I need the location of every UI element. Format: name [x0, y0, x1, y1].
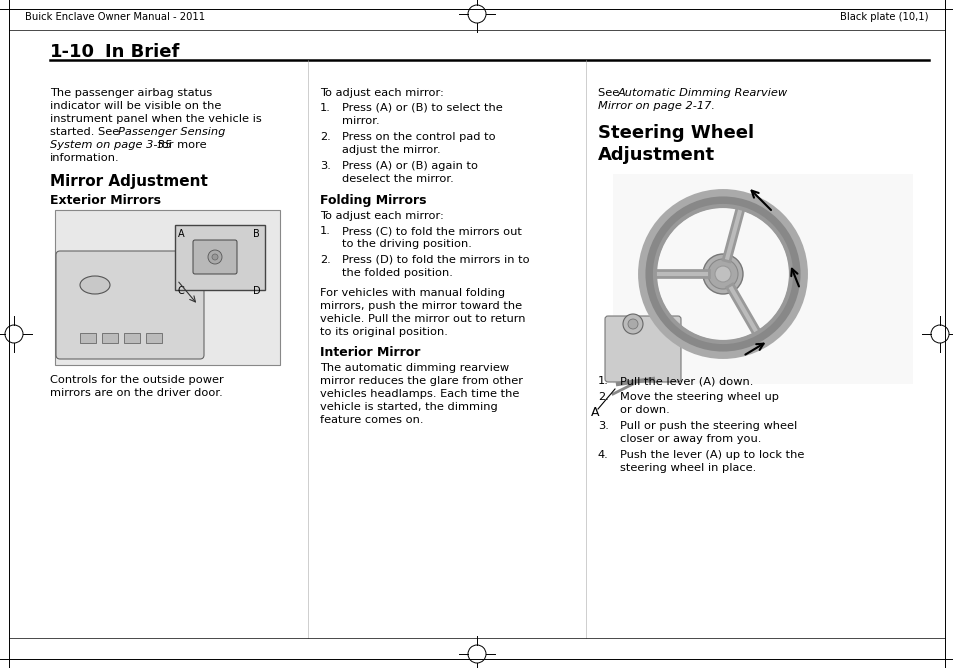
Text: The automatic dimming rearview: The automatic dimming rearview: [319, 363, 509, 373]
Circle shape: [714, 266, 730, 282]
Text: Press (D) to fold the mirrors in to: Press (D) to fold the mirrors in to: [341, 255, 529, 265]
Text: Exterior Mirrors: Exterior Mirrors: [50, 194, 161, 207]
Text: Black plate (10,1): Black plate (10,1): [840, 12, 928, 22]
Text: B: B: [253, 229, 259, 239]
Text: mirror reduces the glare from other: mirror reduces the glare from other: [319, 376, 522, 386]
Text: started. See: started. See: [50, 127, 123, 137]
Bar: [55, 210, 280, 365]
FancyBboxPatch shape: [604, 316, 680, 382]
Text: for more: for more: [153, 140, 207, 150]
Text: Buick Enclave Owner Manual - 2011: Buick Enclave Owner Manual - 2011: [25, 12, 205, 22]
Text: D: D: [253, 286, 260, 296]
Text: Pull the lever (A) down.: Pull the lever (A) down.: [619, 376, 753, 386]
Circle shape: [707, 259, 738, 289]
Circle shape: [212, 254, 218, 260]
Bar: [146, 333, 162, 343]
Text: A: A: [178, 229, 185, 239]
Text: Press (A) or (B) again to: Press (A) or (B) again to: [341, 161, 477, 171]
Text: or down.: or down.: [619, 405, 669, 415]
Text: mirrors are on the driver door.: mirrors are on the driver door.: [50, 388, 222, 398]
Bar: [613, 174, 912, 384]
Text: vehicles headlamps. Each time the: vehicles headlamps. Each time the: [319, 389, 518, 399]
Text: See: See: [598, 88, 622, 98]
Text: 1.: 1.: [319, 226, 331, 236]
Text: Steering Wheel: Steering Wheel: [598, 124, 753, 142]
Circle shape: [627, 319, 638, 329]
Text: mirrors, push the mirror toward the: mirrors, push the mirror toward the: [319, 301, 521, 311]
Circle shape: [622, 314, 642, 334]
Text: information.: information.: [50, 153, 119, 163]
Bar: [124, 333, 140, 343]
Bar: [174, 225, 265, 290]
Text: Push the lever (A) up to lock the: Push the lever (A) up to lock the: [619, 450, 803, 460]
Text: 2.: 2.: [319, 132, 331, 142]
Bar: [102, 333, 118, 343]
Bar: [613, 174, 912, 384]
FancyBboxPatch shape: [56, 251, 204, 359]
Text: 3.: 3.: [598, 421, 608, 431]
Text: To adjust each mirror:: To adjust each mirror:: [319, 88, 443, 98]
Text: Mirror Adjustment: Mirror Adjustment: [50, 174, 208, 189]
Ellipse shape: [80, 276, 110, 294]
Text: Press (A) or (B) to select the: Press (A) or (B) to select the: [341, 103, 502, 113]
Circle shape: [208, 250, 222, 264]
Bar: [613, 174, 912, 384]
Text: feature comes on.: feature comes on.: [319, 415, 423, 425]
Bar: [613, 174, 912, 384]
Text: vehicle. Pull the mirror out to return: vehicle. Pull the mirror out to return: [319, 314, 525, 324]
Text: 1.: 1.: [319, 103, 331, 113]
Text: Interior Mirror: Interior Mirror: [319, 346, 420, 359]
Text: instrument panel when the vehicle is: instrument panel when the vehicle is: [50, 114, 261, 124]
Text: To adjust each mirror:: To adjust each mirror:: [319, 211, 443, 221]
Text: Controls for the outside power: Controls for the outside power: [50, 375, 224, 385]
Text: 2.: 2.: [598, 392, 608, 402]
Bar: [80, 333, 96, 343]
FancyBboxPatch shape: [193, 240, 236, 274]
Text: steering wheel in place.: steering wheel in place.: [619, 463, 756, 473]
Text: adjust the mirror.: adjust the mirror.: [341, 145, 440, 155]
Text: System on page 3-35: System on page 3-35: [50, 140, 172, 150]
Text: the folded position.: the folded position.: [341, 268, 453, 278]
Text: Folding Mirrors: Folding Mirrors: [319, 194, 426, 207]
Text: to its original position.: to its original position.: [319, 327, 447, 337]
Text: closer or away from you.: closer or away from you.: [619, 434, 760, 444]
Text: Mirror on page 2-17.: Mirror on page 2-17.: [598, 101, 714, 111]
Text: mirror.: mirror.: [341, 116, 379, 126]
Text: 1.: 1.: [598, 376, 608, 386]
Text: 3.: 3.: [319, 161, 331, 171]
Text: Press on the control pad to: Press on the control pad to: [341, 132, 496, 142]
Text: In Brief: In Brief: [105, 43, 179, 61]
Text: A: A: [590, 406, 598, 419]
Text: Press (C) to fold the mirrors out: Press (C) to fold the mirrors out: [341, 226, 521, 236]
Text: Passenger Sensing: Passenger Sensing: [118, 127, 225, 137]
Text: Automatic Dimming Rearview: Automatic Dimming Rearview: [618, 88, 787, 98]
Text: Adjustment: Adjustment: [598, 146, 715, 164]
Text: to the driving position.: to the driving position.: [341, 239, 472, 249]
Text: 2.: 2.: [319, 255, 331, 265]
Text: Move the steering wheel up: Move the steering wheel up: [619, 392, 779, 402]
Text: indicator will be visible on the: indicator will be visible on the: [50, 101, 221, 111]
Text: 1-10: 1-10: [50, 43, 95, 61]
Text: deselect the mirror.: deselect the mirror.: [341, 174, 454, 184]
Text: vehicle is started, the dimming: vehicle is started, the dimming: [319, 402, 497, 412]
Text: C: C: [178, 286, 185, 296]
Circle shape: [702, 254, 742, 294]
Text: For vehicles with manual folding: For vehicles with manual folding: [319, 288, 504, 298]
Text: The passenger airbag status: The passenger airbag status: [50, 88, 212, 98]
Bar: [613, 174, 912, 384]
Text: Pull or push the steering wheel: Pull or push the steering wheel: [619, 421, 797, 431]
Text: 4.: 4.: [598, 450, 608, 460]
